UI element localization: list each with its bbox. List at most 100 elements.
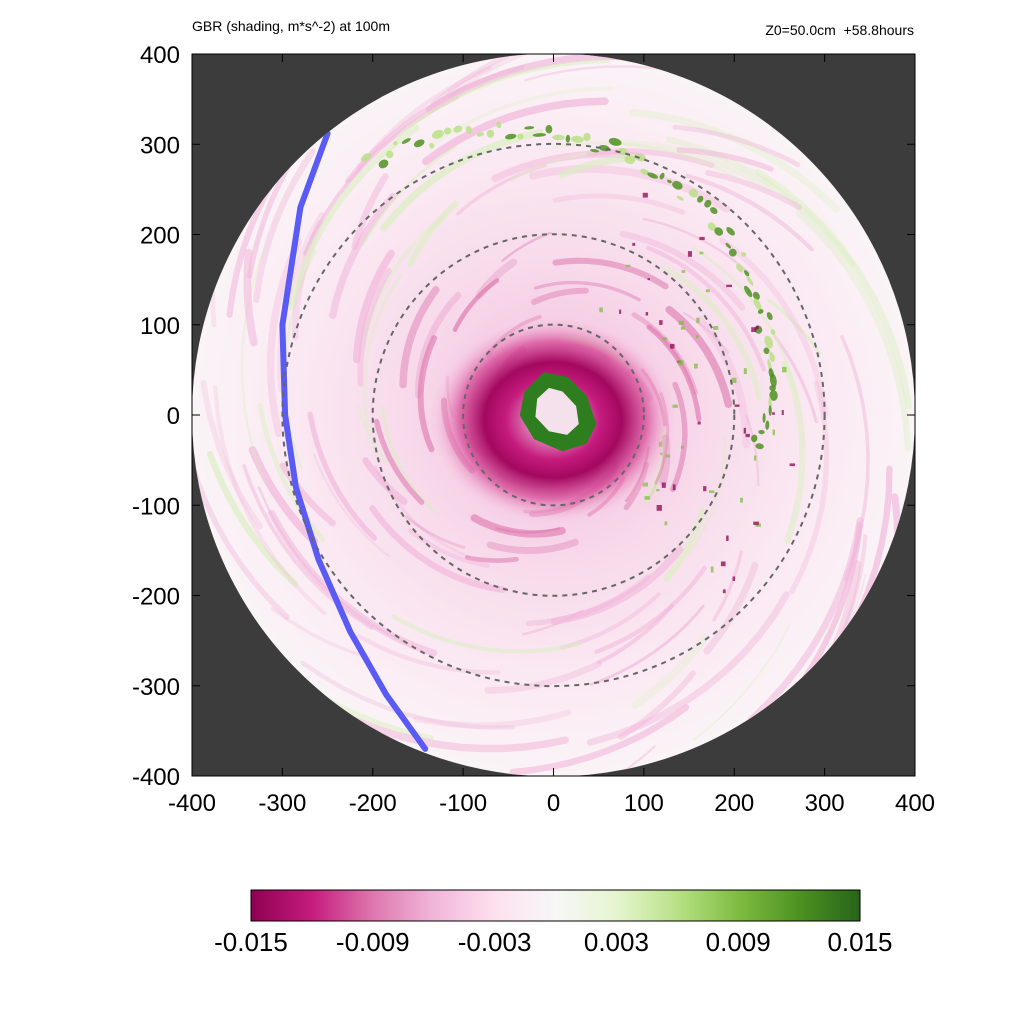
x-tick-label: -100 bbox=[439, 790, 487, 817]
shading-streak bbox=[692, 624, 791, 741]
y-tick-label: -100 bbox=[132, 493, 180, 520]
shading-streak bbox=[495, 527, 561, 534]
band-cell bbox=[740, 497, 743, 503]
band-cell bbox=[524, 126, 535, 130]
band-cell bbox=[699, 236, 705, 241]
shading-streak bbox=[361, 213, 448, 346]
shading-streak bbox=[491, 150, 646, 182]
x-tick-label: 400 bbox=[895, 790, 935, 817]
range-ring bbox=[281, 142, 826, 688]
band-cell bbox=[676, 195, 684, 201]
band-cell bbox=[697, 421, 701, 425]
shading-streak bbox=[206, 450, 299, 587]
colorbar-tick-label: -0.015 bbox=[214, 927, 288, 957]
band-cell bbox=[642, 192, 648, 198]
eye-inner-shading bbox=[535, 387, 579, 435]
band-cell bbox=[532, 133, 547, 137]
band-cell bbox=[505, 133, 517, 140]
shading-streak bbox=[362, 457, 408, 505]
shading-streak bbox=[552, 141, 739, 180]
shading-streak bbox=[586, 591, 790, 746]
band-cell bbox=[769, 352, 775, 363]
shading-streak bbox=[373, 418, 425, 505]
band-cell bbox=[697, 195, 704, 203]
band-cell bbox=[726, 227, 735, 236]
shading-streak bbox=[307, 411, 378, 541]
shading-streak bbox=[705, 170, 802, 211]
band-cell bbox=[746, 275, 754, 286]
shading-streak bbox=[300, 660, 516, 730]
shading-streak bbox=[558, 153, 636, 179]
band-cell bbox=[687, 251, 692, 257]
colorbar-ticks: -0.015 -0.009 -0.003 0.003 0.009 0.015 bbox=[214, 927, 892, 957]
band-cell bbox=[753, 521, 759, 525]
band-cell bbox=[762, 412, 766, 423]
shading-streak bbox=[413, 709, 572, 729]
band-cell bbox=[709, 490, 715, 493]
y-tick-label: -300 bbox=[132, 674, 180, 701]
band-cell bbox=[476, 132, 485, 137]
band-cell bbox=[680, 326, 685, 330]
shading-streak bbox=[670, 381, 688, 492]
shading-streak bbox=[550, 545, 684, 626]
x-axis: -400 -300 -200 -100 0 100 200 300 400 bbox=[168, 54, 935, 817]
band-cell bbox=[465, 125, 472, 134]
band-cell bbox=[496, 121, 502, 129]
band-cell bbox=[751, 327, 757, 332]
band-cell bbox=[743, 270, 750, 277]
band-cell bbox=[753, 298, 762, 311]
band-cell bbox=[696, 317, 700, 324]
band-cell bbox=[707, 222, 717, 231]
band-cell bbox=[752, 291, 760, 300]
band-cell bbox=[722, 589, 726, 594]
band-cell bbox=[789, 463, 795, 467]
band-cell bbox=[608, 137, 622, 146]
shading-streak bbox=[695, 316, 751, 449]
band-cell bbox=[726, 535, 729, 541]
range-ring bbox=[462, 323, 645, 507]
band-cell bbox=[517, 133, 524, 140]
band-cell bbox=[570, 135, 584, 143]
band-cell bbox=[713, 326, 719, 330]
shading-streak bbox=[646, 324, 702, 422]
band-cell bbox=[766, 312, 773, 321]
band-cell bbox=[770, 329, 776, 336]
band-cell bbox=[750, 434, 758, 443]
shading-streak bbox=[484, 660, 602, 694]
colorbar-tick-label: 0.009 bbox=[706, 927, 771, 957]
band-cell bbox=[486, 129, 495, 138]
outer-positive-band bbox=[360, 121, 795, 594]
band-cell bbox=[743, 427, 746, 434]
band-cell bbox=[640, 168, 650, 175]
shading-streak bbox=[407, 200, 459, 268]
shading-streak bbox=[213, 385, 327, 616]
shading-streak bbox=[357, 267, 392, 387]
shading-streak bbox=[486, 538, 579, 554]
shading-streak bbox=[352, 249, 395, 364]
shading-streak bbox=[464, 555, 519, 563]
band-cell bbox=[672, 484, 676, 491]
shading-streak bbox=[270, 606, 371, 660]
band-cell bbox=[401, 138, 411, 144]
shading-streak bbox=[501, 231, 552, 262]
shading-streak bbox=[663, 266, 763, 401]
shading-streak bbox=[767, 298, 822, 356]
band-cell bbox=[680, 445, 684, 449]
shading-streak bbox=[531, 287, 589, 305]
band-cell bbox=[656, 505, 662, 511]
band-cell bbox=[634, 153, 646, 162]
shading-streak bbox=[676, 147, 774, 172]
shading-streak bbox=[253, 148, 316, 304]
shading-streak bbox=[789, 380, 830, 595]
shading-streak bbox=[240, 248, 266, 478]
shading-streak bbox=[329, 192, 397, 319]
colorbar bbox=[250, 889, 861, 922]
band-cell bbox=[755, 443, 764, 450]
band-cell bbox=[432, 129, 444, 139]
shading-streak bbox=[421, 97, 609, 166]
shading-streak bbox=[642, 217, 751, 275]
band-cell bbox=[661, 482, 666, 488]
band-cell bbox=[720, 561, 726, 567]
colorbar-tick-label: -0.009 bbox=[336, 927, 410, 957]
band-cell bbox=[645, 312, 649, 316]
